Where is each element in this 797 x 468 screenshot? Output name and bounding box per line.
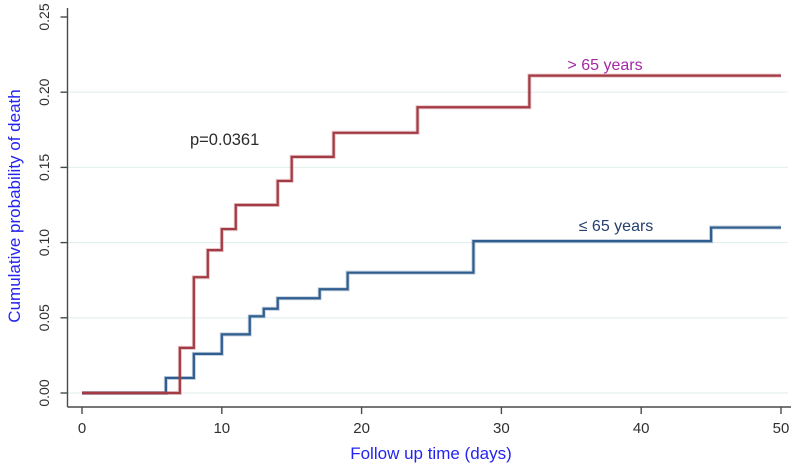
survival-curve-over-65 xyxy=(82,74,781,395)
x-tick-label: 50 xyxy=(773,420,790,437)
x-tick-label: 0 xyxy=(78,420,86,437)
x-tick-label: 40 xyxy=(633,420,650,437)
y-tick-label: 0.20 xyxy=(36,78,52,105)
y-tick-label: 0.25 xyxy=(36,3,52,30)
x-axis-title: Follow up time (days) xyxy=(350,444,512,463)
x-tick-label: 10 xyxy=(213,420,230,437)
curves-layer xyxy=(82,73,781,395)
y-tick-label: 0.00 xyxy=(36,379,52,406)
ticks-layer xyxy=(60,16,782,414)
p-value-annotation: p=0.0361 xyxy=(190,131,259,149)
x-tick-label: 20 xyxy=(353,420,370,437)
y-tick-label: 0.10 xyxy=(36,229,52,256)
survival-curve-under-65 xyxy=(82,226,781,395)
series-label-under-65: ≤ 65 years xyxy=(579,218,654,235)
tick-labels-layer: 0.00 0.05 0.10 0.15 0.20 0.25 0 10 20 30 40 50 xyxy=(36,3,789,437)
y-tick-label: 0.05 xyxy=(36,304,52,331)
y-tick-label: 0.15 xyxy=(36,154,52,181)
survival-curve-under-65-halo xyxy=(82,225,781,395)
y-axis-title: Cumulative probability of death xyxy=(5,89,24,322)
series-label-over-65: > 65 years xyxy=(567,57,642,74)
gridlines-layer xyxy=(67,91,788,394)
x-tick-label: 30 xyxy=(493,420,510,437)
axes-layer xyxy=(66,8,791,408)
survival-curve-over-65-halo xyxy=(82,73,781,395)
